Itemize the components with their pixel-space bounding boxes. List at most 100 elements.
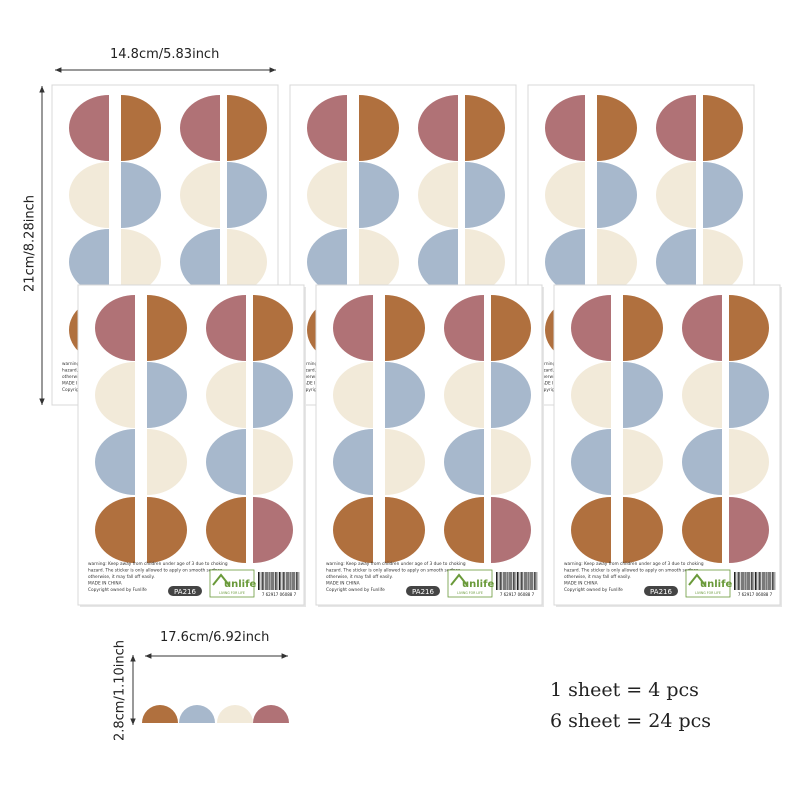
half-circle-sticker-blue [418, 229, 458, 295]
barcode-bar [767, 572, 769, 590]
brand-slogan: LIVING FOR LIFE [457, 591, 483, 595]
barcode-bar [272, 572, 273, 590]
half-circle-sticker-cream [623, 429, 663, 495]
half-circle-sticker-blue [491, 362, 531, 428]
barcode-bar [500, 572, 502, 590]
barcode-bar [525, 572, 527, 590]
barcode-number: 7 62917 06088 7 [738, 592, 773, 597]
half-circle-sticker-cream [180, 162, 220, 228]
barcode-bar [515, 572, 517, 590]
half-circle-sticker-mauve [444, 295, 484, 361]
sample-sticker-cream [217, 705, 253, 723]
brand-slogan: LIVING FOR LIFE [219, 591, 245, 595]
barcode-bar [281, 572, 283, 590]
barcode-bar [267, 572, 269, 590]
sheet-height-arrow [39, 86, 45, 405]
half-circle-sticker-mauve [333, 295, 373, 361]
barcode-bar [748, 572, 749, 590]
barcode-bar [511, 572, 512, 590]
half-circle-sticker-cream [418, 162, 458, 228]
barcode-bar [286, 572, 287, 590]
barcode-bar [277, 572, 279, 590]
barcode-bar [735, 572, 736, 590]
half-circle-sticker-blue [623, 362, 663, 428]
half-circle-sticker-blue [147, 362, 187, 428]
half-circle-sticker-brown [597, 95, 637, 161]
barcode-bar [755, 572, 756, 590]
half-circle-sticker-brown [147, 295, 187, 361]
house-icon [212, 573, 230, 586]
half-circle-sticker-cream [545, 162, 585, 228]
half-circle-sticker-brown [682, 497, 722, 563]
product-code: PA216 [412, 588, 434, 596]
half-circle-sticker-blue [121, 162, 161, 228]
half-circle-sticker-cream [147, 429, 187, 495]
arrow-head [130, 718, 136, 725]
barcode [258, 572, 300, 590]
barcode-bar [741, 572, 742, 590]
barcode-bar [738, 572, 740, 590]
half-circle-sticker-mauve [656, 95, 696, 161]
barcode-bar [295, 572, 297, 590]
half-circle-sticker-cream [121, 229, 161, 295]
barcode-bar [284, 572, 286, 590]
barcode-bar [519, 572, 521, 590]
barcode-bar [743, 572, 745, 590]
barcode-bar [736, 572, 738, 590]
half-circle-sticker-brown [147, 497, 187, 563]
half-circle-sticker-brown [491, 295, 531, 361]
barcode-bar [773, 572, 774, 590]
warning-text: hazard. The sticker is only allowed to a… [564, 568, 700, 574]
barcode-bar [771, 572, 773, 590]
half-circle-sticker-blue [385, 362, 425, 428]
half-circle-sticker-cream [69, 162, 109, 228]
barcode-number: 7 62917 06088 7 [500, 592, 535, 597]
half-circle-sticker-brown [623, 497, 663, 563]
barcode-bar [760, 572, 762, 590]
half-circle-sticker-brown [359, 95, 399, 161]
warning-text: otherwise, it may fall off easily. [564, 574, 631, 580]
half-circle-sticker-mauve [253, 497, 293, 563]
sample-sticker-blue [179, 705, 215, 723]
half-circle-sticker-blue [69, 229, 109, 295]
half-circle-sticker-brown [571, 497, 611, 563]
barcode-bar [263, 572, 265, 590]
barcode-bar [279, 572, 280, 590]
half-circle-sticker-mauve [682, 295, 722, 361]
code-badge [406, 586, 440, 596]
barcode-bar [746, 572, 748, 590]
arrow-head [39, 86, 45, 93]
count-total: 6 sheet = 24 pcs [550, 710, 712, 732]
half-circle-sticker-cream [491, 429, 531, 495]
product-code: PA216 [650, 588, 672, 596]
barcode-bar [742, 572, 744, 590]
half-circle-sticker-cream [385, 429, 425, 495]
barcode-bar [757, 572, 759, 590]
half-circle-sticker-mauve [307, 95, 347, 161]
brand-name: unlife [462, 579, 494, 590]
half-circle-sticker-mauve [95, 295, 135, 361]
arrow-head [281, 653, 288, 659]
half-circle-sticker-brown [385, 295, 425, 361]
count-per-sheet: 1 sheet = 4 pcs [550, 679, 699, 701]
warning-text: hazard. The sticker is only allowed to a… [88, 568, 224, 574]
brand-name: unlife [224, 579, 256, 590]
half-circle-sticker-cream [571, 362, 611, 428]
arrow-head [55, 67, 62, 73]
barcode-bar [510, 572, 511, 590]
barcode-bar [764, 572, 766, 590]
half-circle-sticker-mauve [729, 497, 769, 563]
barcode-bar [531, 572, 532, 590]
barcode-bar [265, 572, 266, 590]
half-circle-sticker-brown [121, 95, 161, 161]
half-circle-sticker-brown [95, 497, 135, 563]
code-badge [644, 586, 678, 596]
sticker-sheet: warning: Keep away from children under a… [553, 284, 781, 606]
barcode-bar [524, 572, 525, 590]
half-circle-sticker-brown [623, 295, 663, 361]
half-circle-sticker-mauve [418, 95, 458, 161]
barcode-bar [766, 572, 767, 590]
half-circle-sticker-cream [597, 229, 637, 295]
barcode-bar [518, 572, 519, 590]
